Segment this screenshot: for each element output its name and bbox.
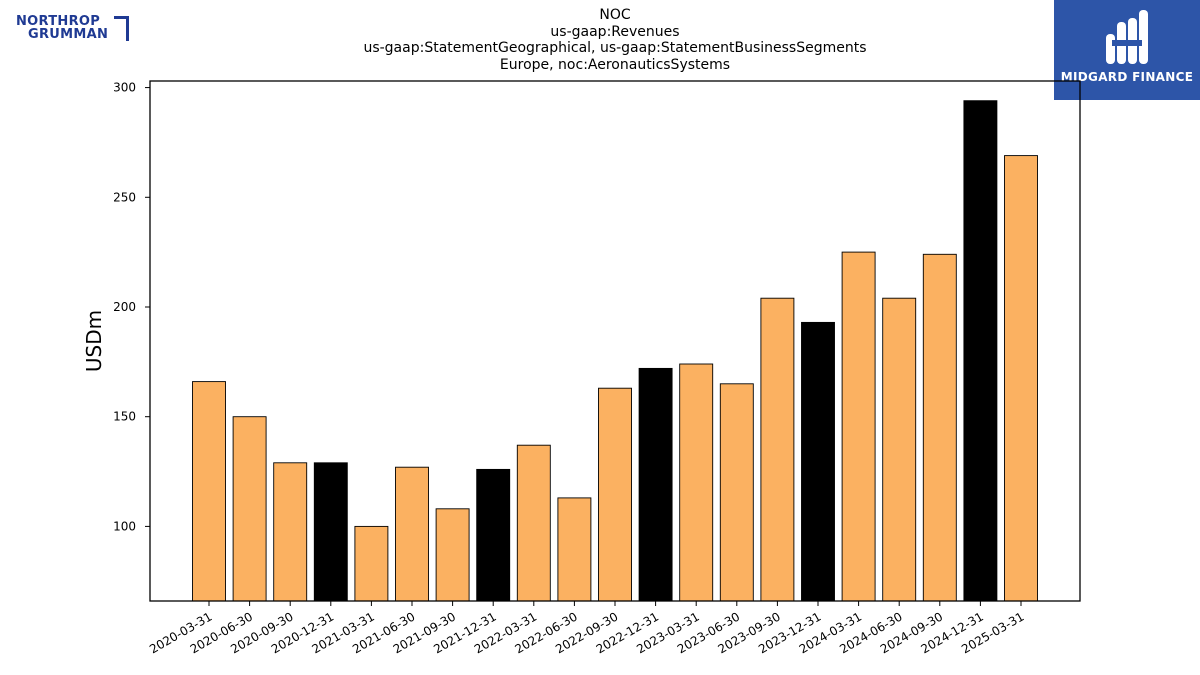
y-tick-label: 100 — [113, 519, 136, 533]
chart-title: NOC us-gaap:Revenues us-gaap:StatementGe… — [300, 7, 930, 73]
y-tick-label: 200 — [113, 300, 136, 314]
bar-2025-03-31 — [1004, 155, 1038, 602]
logo-line-1: NORTHROP — [16, 14, 101, 29]
bar-2023-12-31 — [801, 321, 835, 602]
logo-text: MIDGARD FINANCE — [1060, 70, 1194, 84]
logo-bracket-top — [114, 16, 129, 19]
y-tick-label: 150 — [113, 410, 136, 424]
bar-2021-09-30 — [435, 508, 470, 602]
bar-2024-12-31 — [963, 100, 998, 602]
bar-2024-09-30 — [922, 253, 957, 602]
bar-2020-06-30 — [232, 416, 267, 602]
y-tick-label: 250 — [113, 190, 136, 204]
bar-2022-06-30 — [557, 497, 592, 602]
title-line-1: NOC — [599, 7, 631, 23]
bar-2023-03-31 — [679, 363, 714, 602]
bar-2024-06-30 — [882, 297, 917, 602]
bar-2022-09-30 — [598, 387, 632, 602]
title-line-4: Europe, noc:AeronauticsSystems — [499, 56, 731, 73]
bar-2022-03-31 — [516, 444, 551, 602]
logo-line-2: GRUMMAN — [28, 27, 109, 42]
title-line-2: us-gaap:Revenues — [550, 23, 680, 40]
bar-2020-09-30 — [273, 462, 308, 602]
midgard-emblem-icon — [1106, 10, 1148, 64]
bar-2020-03-31 — [192, 381, 226, 602]
y-tick-label: 300 — [113, 81, 136, 95]
bar-2020-12-31 — [313, 462, 348, 602]
bar-2024-03-31 — [841, 251, 876, 602]
y-axis: 100 150 200 250 300 — [113, 81, 150, 533]
title-line-3: us-gaap:StatementGeographical, us-gaap:S… — [363, 40, 867, 56]
logo-bracket — [126, 16, 129, 41]
bar-2021-03-31 — [354, 525, 389, 602]
bars-group — [192, 100, 1038, 602]
midgard-finance-logo: MIDGARD FINANCE — [1054, 0, 1200, 100]
y-axis-label: USDm — [82, 310, 106, 372]
x-axis: 2020-03-312020-06-302020-09-302020-12-31… — [147, 601, 1027, 656]
bar-2023-09-30 — [760, 297, 795, 602]
bar-2023-06-30 — [719, 383, 754, 602]
bar-2021-12-31 — [476, 468, 511, 602]
bar-2021-06-30 — [395, 466, 429, 602]
northrop-grumman-logo: NORTHROP GRUMMAN — [14, 14, 134, 44]
bar-2022-12-31 — [638, 367, 673, 602]
